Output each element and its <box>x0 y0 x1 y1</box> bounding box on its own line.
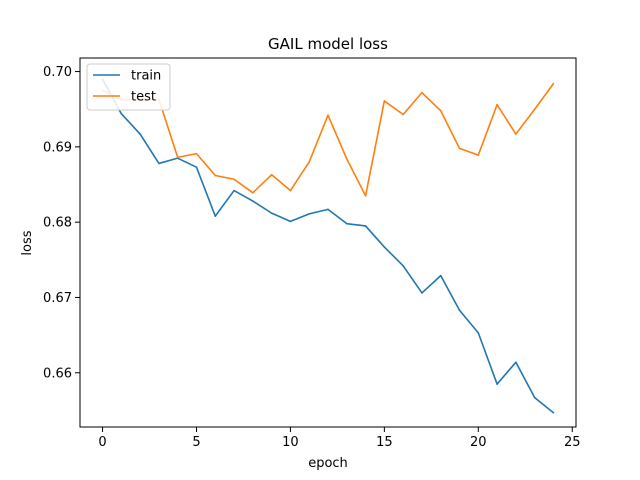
x-tick-label: 25 <box>564 435 581 450</box>
data-point-test <box>252 192 254 194</box>
legend-label-test: test <box>131 90 156 105</box>
data-point-train <box>327 208 329 211</box>
data-point-train <box>496 383 498 385</box>
data-point-test <box>515 133 517 135</box>
chart-title: GAIL model loss <box>268 35 388 53</box>
data-point-train <box>233 189 235 192</box>
y-axis-label: loss <box>20 230 35 255</box>
data-point-test <box>308 161 311 163</box>
x-axis: 0 5 10 15 20 25 <box>98 427 581 450</box>
data-point-train <box>383 246 386 248</box>
data-point-train <box>345 222 348 225</box>
data-point-train <box>458 309 461 312</box>
data-point-train <box>421 292 423 294</box>
data-point-test <box>383 100 386 102</box>
x-tick-label: 10 <box>282 435 299 450</box>
legend-label-train: train <box>131 69 161 84</box>
data-point-test <box>402 113 404 116</box>
data-point-test <box>439 109 442 112</box>
data-point-train <box>270 212 273 214</box>
legend: train test <box>86 63 171 111</box>
data-point-test <box>270 173 273 176</box>
y-tick-label: 0.70 <box>43 65 72 80</box>
data-point-train <box>439 274 442 277</box>
data-point-train <box>477 332 480 334</box>
data-point-train <box>308 213 311 215</box>
data-point-test <box>421 91 423 94</box>
data-point-test <box>345 158 348 160</box>
plot-area <box>79 57 577 428</box>
series-layer <box>101 78 555 414</box>
data-point-test <box>552 82 555 85</box>
data-point-train <box>402 265 404 267</box>
data-point-test <box>533 108 536 111</box>
data-point-train <box>139 133 141 135</box>
x-axis-label: epoch <box>308 456 348 471</box>
y-tick-label: 0.66 <box>43 366 72 381</box>
data-point-train <box>515 361 517 364</box>
data-point-test <box>176 156 179 159</box>
data-point-train <box>214 215 217 217</box>
data-point-train <box>252 200 254 202</box>
data-point-test <box>496 103 498 106</box>
data-point-train <box>120 112 123 115</box>
data-point-train <box>195 166 198 168</box>
y-tick-label: 0.68 <box>43 216 72 231</box>
y-tick-label: 0.67 <box>43 291 72 306</box>
data-point-test <box>327 114 329 117</box>
x-tick-label: 20 <box>470 435 487 450</box>
data-point-test <box>214 174 217 177</box>
data-point-test <box>458 147 461 150</box>
data-point-train <box>364 225 367 227</box>
x-tick-label: 5 <box>192 435 200 450</box>
data-point-test <box>195 152 198 155</box>
data-point-train <box>533 396 536 399</box>
x-tick-label: 15 <box>376 435 393 450</box>
data-point-train <box>158 162 160 165</box>
data-point-test <box>364 195 367 197</box>
data-point-test <box>477 154 480 156</box>
data-point-test <box>233 178 235 181</box>
x-tick-label: 0 <box>98 435 106 450</box>
data-point-train <box>552 411 555 414</box>
y-tick-label: 0.69 <box>43 140 72 155</box>
y-axis: 0.66 0.67 0.68 0.69 0.70 <box>43 65 80 381</box>
data-point-train <box>289 220 292 223</box>
data-point-test <box>289 189 292 192</box>
